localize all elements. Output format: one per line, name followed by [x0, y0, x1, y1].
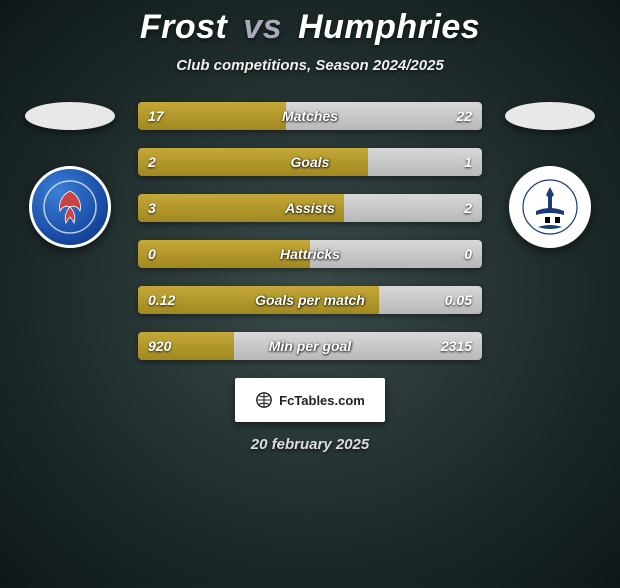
- brand-logo-icon: [255, 391, 273, 409]
- footer-date: 20 february 2025: [251, 436, 369, 453]
- stat-label: Matches: [282, 108, 338, 124]
- title-vs: vs: [243, 8, 282, 46]
- comparison-panel: Matches 17 22 Goals 2 1 Assists 3 2 Hattricks 0 0 Go…: [0, 102, 620, 360]
- brand-link[interactable]: FcTables.com: [235, 378, 385, 422]
- stat-row: Min per goal 920 2315: [138, 332, 482, 360]
- stat-label: Min per goal: [269, 338, 351, 354]
- title-player2: Humphries: [298, 8, 480, 46]
- stat-value-right: 2315: [441, 338, 472, 354]
- stat-value-right: 1: [464, 154, 472, 170]
- brand-text: FcTables.com: [279, 393, 365, 408]
- player2-photo-placeholder: [505, 102, 595, 130]
- stat-row: Assists 3 2: [138, 194, 482, 222]
- stat-label: Goals per match: [255, 292, 365, 308]
- stat-row: Goals per match 0.12 0.05: [138, 286, 482, 314]
- stat-row: Goals 2 1: [138, 148, 482, 176]
- subtitle: Club competitions, Season 2024/2025: [0, 57, 620, 74]
- stat-value-left: 0.12: [148, 292, 175, 308]
- stat-value-right: 0: [464, 246, 472, 262]
- stat-bars: Matches 17 22 Goals 2 1 Assists 3 2 Hattricks 0 0 Go…: [138, 102, 482, 360]
- player1-photo-placeholder: [25, 102, 115, 130]
- ship-crest-icon: [520, 177, 580, 237]
- title-player1: Frost: [140, 8, 228, 46]
- left-side: [20, 102, 120, 248]
- stat-row: Hattricks 0 0: [138, 240, 482, 268]
- stat-value-left: 3: [148, 200, 156, 216]
- stat-label: Assists: [285, 200, 335, 216]
- stat-value-left: 17: [148, 108, 164, 124]
- bar-segment-right: [344, 194, 482, 222]
- stat-label: Goals: [291, 154, 330, 170]
- stat-value-left: 2: [148, 154, 156, 170]
- page-title: Frost vs Humphries: [0, 8, 620, 47]
- stat-value-right: 0.05: [445, 292, 472, 308]
- stat-value-left: 0: [148, 246, 156, 262]
- aldershot-town-crest: [29, 166, 111, 248]
- stat-label: Hattricks: [280, 246, 340, 262]
- stat-row: Matches 17 22: [138, 102, 482, 130]
- phoenix-icon: [40, 177, 100, 237]
- bar-segment-left: [138, 148, 368, 176]
- stat-value-right: 2: [464, 200, 472, 216]
- footer: FcTables.com 20 february 2025: [0, 378, 620, 453]
- right-side: [500, 102, 600, 248]
- eastleigh-fc-crest: [509, 166, 591, 248]
- stat-value-left: 920: [148, 338, 171, 354]
- stat-value-right: 22: [456, 108, 472, 124]
